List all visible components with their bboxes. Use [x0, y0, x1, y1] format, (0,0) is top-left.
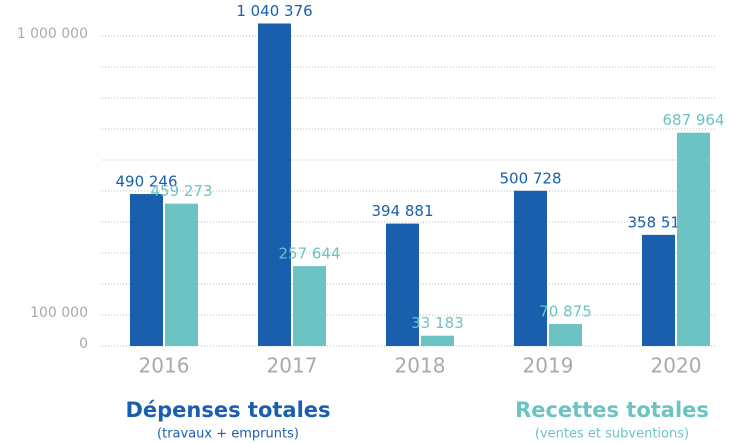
bar — [386, 223, 419, 346]
value-label: 70 875 — [539, 303, 592, 321]
x-tick-label: 2016 — [139, 354, 190, 378]
value-label: 33 183 — [411, 314, 464, 332]
value-label: 257 644 — [278, 245, 340, 263]
x-tick-label: 2020 — [651, 354, 702, 378]
value-label: 687 964 — [662, 111, 724, 129]
legend-note: (ventes et subventions) — [535, 427, 689, 442]
legend-label: Dépenses totales — [125, 398, 330, 422]
x-tick-label: 2017 — [267, 354, 318, 378]
bar — [549, 324, 582, 346]
value-label: 394 881 — [371, 202, 433, 220]
y-tick-label: 0 — [79, 336, 88, 352]
value-label: 459 273 — [150, 182, 212, 200]
value-label: 358 515 — [627, 213, 689, 231]
bar — [258, 23, 291, 347]
bar — [130, 194, 163, 346]
bar — [165, 203, 198, 346]
bar — [677, 132, 710, 346]
bar — [421, 335, 454, 346]
legend-note: (travaux + emprunts) — [157, 427, 299, 442]
value-label: 1 040 376 — [236, 2, 312, 20]
bar — [293, 266, 326, 346]
x-tick-label: 2019 — [523, 354, 574, 378]
bar — [642, 234, 675, 346]
y-tick-label: 100 000 — [30, 305, 88, 321]
x-tick-label: 2018 — [395, 354, 446, 378]
legend-label: Recettes totales — [515, 398, 709, 422]
y-tick-label: 1 000 000 — [17, 26, 88, 42]
bar — [514, 190, 547, 346]
value-label: 490 246 — [115, 173, 177, 191]
value-label: 500 728 — [499, 169, 561, 187]
